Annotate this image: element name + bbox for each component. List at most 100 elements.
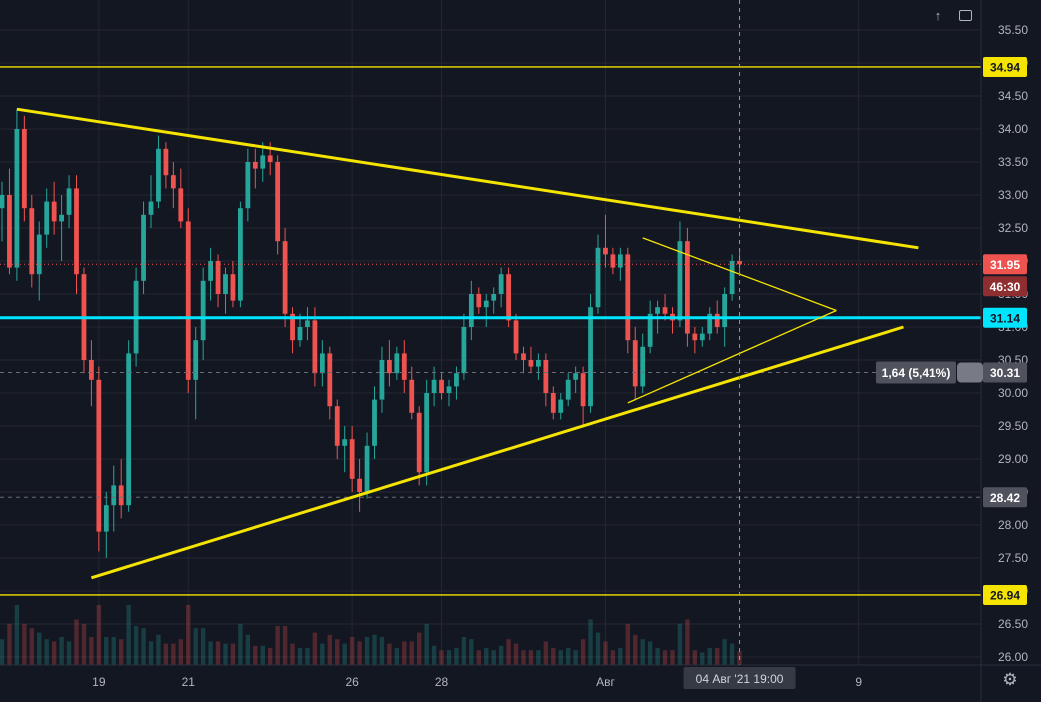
candle-body xyxy=(536,360,541,367)
candle-body xyxy=(282,241,288,314)
volume-bar xyxy=(238,623,243,665)
candle-body xyxy=(342,439,348,446)
volume-bar xyxy=(364,637,370,665)
candle-body xyxy=(267,155,273,162)
candle-body xyxy=(558,399,564,413)
volume-bar xyxy=(558,650,563,665)
candle-body xyxy=(394,353,400,374)
volume-bar xyxy=(349,637,355,665)
candle-body xyxy=(59,214,64,222)
volume-bar xyxy=(74,619,79,665)
volume-bar xyxy=(37,632,42,665)
candle-body xyxy=(193,340,199,380)
candle-body xyxy=(729,261,735,294)
volume-bar xyxy=(685,619,690,665)
candle-body xyxy=(14,129,20,268)
volume-bar xyxy=(379,637,385,665)
volume-bar xyxy=(506,639,511,665)
volume-bar xyxy=(551,648,556,665)
time-tick-label: 9 xyxy=(855,675,862,689)
volume-bar xyxy=(625,623,630,665)
volume-bar xyxy=(566,648,571,665)
volume-bar xyxy=(282,626,288,665)
candle-body xyxy=(483,300,489,308)
chart-settings-button[interactable]: ⚙ xyxy=(998,668,1022,692)
candle-body xyxy=(543,360,549,393)
candle-body xyxy=(476,294,482,308)
candle-body xyxy=(163,148,169,176)
candles xyxy=(0,109,742,558)
trendline xyxy=(90,325,904,580)
price-tick-label: 34.00 xyxy=(998,122,1028,136)
candle-body xyxy=(446,386,452,393)
volume-bar xyxy=(394,648,400,665)
candle-body xyxy=(327,353,333,407)
candle-body xyxy=(573,373,579,380)
candle-body xyxy=(588,307,593,407)
trendline xyxy=(627,309,837,404)
candle-body xyxy=(215,261,221,294)
volume-bar xyxy=(208,641,213,665)
price-label: 28.42 xyxy=(990,491,1020,505)
volume-bar xyxy=(14,605,20,665)
candle-body xyxy=(44,201,50,235)
volume-bar xyxy=(66,641,72,665)
fullscreen-button[interactable] xyxy=(954,4,976,26)
volume-bar xyxy=(253,645,258,665)
volume-bar xyxy=(297,648,303,665)
volume-bar xyxy=(133,626,139,665)
candle-body xyxy=(454,373,459,387)
measure-handle xyxy=(957,362,983,383)
price-tick-label: 35.50 xyxy=(998,23,1028,37)
volume-bar xyxy=(647,641,653,665)
candle-body xyxy=(275,162,281,242)
candle-body xyxy=(29,208,35,275)
volume-bar xyxy=(700,652,705,665)
candle-body xyxy=(178,188,184,222)
volume-bar xyxy=(543,641,549,665)
candle-body xyxy=(431,379,437,393)
volume-bar xyxy=(402,641,407,665)
horizontal-levels xyxy=(0,66,981,596)
price-label-bg xyxy=(983,584,1027,605)
candle-body xyxy=(103,505,109,532)
volume-bar xyxy=(260,645,265,665)
price-label-bg xyxy=(983,307,1027,328)
candle-body xyxy=(223,274,228,294)
candle-body xyxy=(707,313,713,334)
volume-bar xyxy=(342,643,347,665)
candle-body xyxy=(424,393,430,473)
candle-body xyxy=(141,214,146,281)
gear-icon: ⚙ xyxy=(1002,670,1018,689)
trendlines xyxy=(16,107,919,580)
candle-body xyxy=(439,379,444,393)
price-tick-label: 33.50 xyxy=(998,155,1028,169)
time-tick-label: 21 xyxy=(182,675,196,689)
candle-body xyxy=(170,175,176,189)
candle-body xyxy=(238,208,243,301)
volume-bar xyxy=(193,628,198,665)
volume-bar xyxy=(312,632,318,665)
volume-bar xyxy=(186,605,191,665)
arrow-up-icon: ↑ xyxy=(934,7,942,23)
volume-bar xyxy=(89,637,94,665)
candle-body xyxy=(51,201,57,222)
time-axis[interactable]: 19 21 26 28 Авг 9 04 Авг '21 19:00 xyxy=(0,664,1041,689)
candle-body xyxy=(21,129,27,209)
price-label: 26.94 xyxy=(990,588,1020,602)
candle-body xyxy=(349,439,355,479)
volume-bar xyxy=(335,639,340,665)
candle-body xyxy=(416,412,422,473)
volume-bar xyxy=(692,650,698,665)
volume-bar xyxy=(372,634,377,665)
scroll-up-button[interactable]: ↑ xyxy=(927,4,949,26)
candle-body xyxy=(185,221,191,380)
price-tick-label: 32.50 xyxy=(998,221,1028,235)
volume-bar xyxy=(640,639,645,665)
price-tick-label: 30.00 xyxy=(998,386,1028,400)
candle-body xyxy=(379,360,385,400)
volume-bar xyxy=(290,643,295,665)
candle-body xyxy=(319,353,325,374)
